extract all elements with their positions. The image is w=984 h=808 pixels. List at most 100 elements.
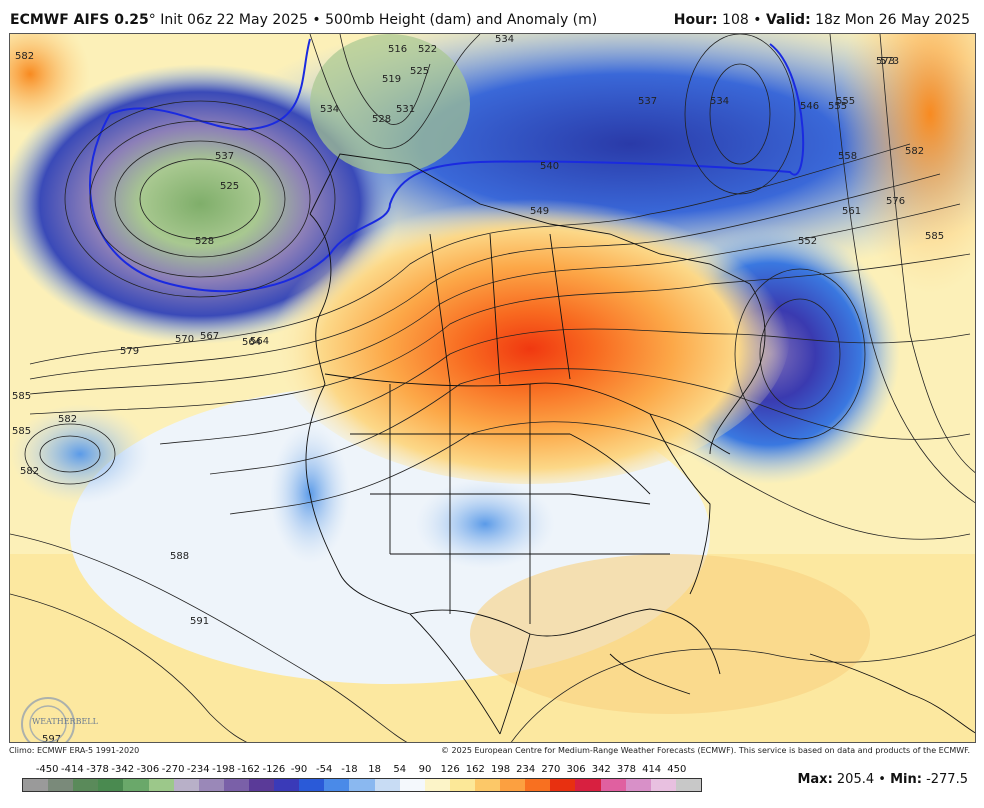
init-time: Init 06z 22 May 2025 bbox=[160, 12, 308, 28]
scale-swatch bbox=[148, 779, 174, 791]
scale-tick-label: -126 bbox=[262, 764, 286, 775]
scale-tick-label: -90 bbox=[290, 764, 308, 775]
valid-separator: • bbox=[753, 12, 762, 28]
contour-label: 534 bbox=[320, 104, 339, 115]
scale-swatch bbox=[675, 779, 701, 791]
valid-time-info: Hour: 108 • Valid: 18z Mon 26 May 2025 bbox=[674, 12, 970, 28]
scale-swatch bbox=[625, 779, 651, 791]
contour-label: 582 bbox=[15, 51, 34, 62]
scale-tick-label: -378 bbox=[86, 764, 109, 775]
scale-swatch bbox=[500, 779, 526, 791]
scale-tick-label: 414 bbox=[642, 764, 662, 775]
contour-540-line bbox=[89, 43, 805, 293]
scale-tick-labels: -450 -414 -378 -342 -306 -270 -234 -198 -162 -126… bbox=[22, 764, 702, 778]
contour-label: 555 bbox=[836, 96, 855, 107]
contour-label: 561 bbox=[842, 206, 861, 217]
scale-tick-label: 198 bbox=[490, 764, 511, 775]
scale-tick-label: -450 bbox=[35, 764, 59, 775]
min-label: Min: bbox=[890, 772, 922, 787]
forecast-map: 582 516 519 522 525 528 531 534 537 540 … bbox=[9, 33, 976, 743]
contour-label: 555 bbox=[828, 101, 847, 112]
contour-label: 570 bbox=[175, 334, 194, 345]
contour-label: 591 bbox=[190, 616, 209, 627]
contour-label: 522 bbox=[418, 44, 437, 55]
hour-value: 108 bbox=[722, 12, 749, 28]
climo-credit: Climo: ECMWF ERA-5 1991-2020 bbox=[9, 746, 140, 755]
contour-label: 534 bbox=[710, 96, 729, 107]
contour-label: 567 bbox=[200, 331, 219, 342]
contour-label: 537 bbox=[215, 151, 234, 162]
pacific-ridge-anomaly bbox=[10, 34, 90, 134]
scale-swatch bbox=[374, 779, 400, 791]
scale-swatch bbox=[449, 779, 475, 791]
scale-swatch bbox=[173, 779, 199, 791]
scale-tick-label: -54 bbox=[316, 764, 333, 775]
scale-tick-label: 54 bbox=[393, 764, 407, 775]
contour-label: 546 bbox=[800, 101, 819, 112]
scale-tick-label: 18 bbox=[368, 764, 381, 775]
scale-tick-label: 342 bbox=[591, 764, 611, 775]
scale-color-bar bbox=[22, 778, 702, 792]
pacific-low-anomaly bbox=[10, 404, 150, 504]
contour-label: 534 bbox=[495, 34, 514, 45]
scale-tick-label: 450 bbox=[667, 764, 687, 775]
scale-swatch bbox=[424, 779, 450, 791]
scale-tick-label: 306 bbox=[566, 764, 586, 775]
contour-label: 582 bbox=[58, 414, 77, 425]
scale-tick-label: -18 bbox=[341, 764, 358, 775]
scale-swatch bbox=[575, 779, 601, 791]
scale-swatch bbox=[550, 779, 576, 791]
max-value: 205.4 bbox=[836, 772, 875, 787]
field-name: 500mb Height (dam) and Anomaly (m) bbox=[325, 12, 598, 28]
contour-label: 585 bbox=[925, 231, 944, 242]
central-ridge-anomaly bbox=[270, 184, 790, 484]
scale-swatch bbox=[48, 779, 74, 791]
height-contours bbox=[10, 34, 975, 742]
contour-label: 525 bbox=[220, 181, 239, 192]
title-bar: ECMWF AIFS 0.25° Init 06z 22 May 2025 • … bbox=[0, 0, 984, 32]
contour-label: 585 bbox=[12, 391, 31, 402]
chart-title: ECMWF AIFS 0.25° Init 06z 22 May 2025 • … bbox=[10, 12, 597, 28]
scale-swatch bbox=[349, 779, 375, 791]
scale-swatch bbox=[73, 779, 99, 791]
hour-label: Hour: bbox=[673, 12, 718, 28]
contour-label: 582 bbox=[905, 146, 924, 157]
valid-label: Valid: bbox=[765, 12, 811, 28]
stats-separator: • bbox=[878, 772, 886, 787]
scale-tick-label: -270 bbox=[161, 764, 185, 775]
contour-540-line-west bbox=[109, 38, 311, 131]
valid-value: 18z Mon 26 May 2025 bbox=[815, 12, 970, 28]
scale-swatch bbox=[23, 779, 49, 791]
contour-label: 531 bbox=[396, 104, 415, 115]
scale-swatch bbox=[474, 779, 501, 791]
color-scale: -450 -414 -378 -342 -306 -270 -234 -198 -162 -126… bbox=[22, 764, 702, 794]
contour-label: 564 bbox=[250, 336, 269, 347]
degree-symbol: ° bbox=[148, 12, 156, 28]
contour-label: 573 bbox=[880, 56, 899, 67]
scale-tick-label: 378 bbox=[616, 764, 636, 775]
contour-label: 564 bbox=[242, 337, 261, 348]
max-label: Max: bbox=[797, 772, 833, 787]
anomaly-map-svg: 582 516 519 522 525 528 531 534 537 540 … bbox=[10, 34, 975, 743]
contour-labels: 582 516 519 522 525 528 531 534 537 540 … bbox=[12, 34, 944, 743]
max-min-readout: Max: 205.4 • Min: -277.5 bbox=[797, 772, 968, 787]
scale-swatch bbox=[123, 779, 149, 791]
scale-swatch bbox=[223, 779, 249, 791]
scale-swatch bbox=[299, 779, 325, 791]
contour-label: 588 bbox=[170, 551, 189, 562]
scale-swatch bbox=[248, 779, 275, 791]
scale-tick-label: 90 bbox=[418, 764, 432, 775]
scale-tick-label: -198 bbox=[212, 764, 235, 775]
scale-tick-label: 126 bbox=[440, 764, 460, 775]
scale-swatch bbox=[274, 779, 300, 791]
scale-swatch bbox=[98, 779, 124, 791]
contour-label: 573 bbox=[876, 56, 895, 67]
contour-label: 540 bbox=[540, 161, 559, 172]
political-boundaries bbox=[305, 153, 975, 735]
scale-swatch bbox=[198, 779, 224, 791]
scale-tick-label: -234 bbox=[186, 764, 210, 775]
contour-label: 582 bbox=[20, 466, 39, 477]
atlantic-ridge-anomaly bbox=[840, 34, 975, 294]
scale-tick-label: 270 bbox=[541, 764, 561, 775]
contour-label: 597 bbox=[42, 734, 61, 743]
